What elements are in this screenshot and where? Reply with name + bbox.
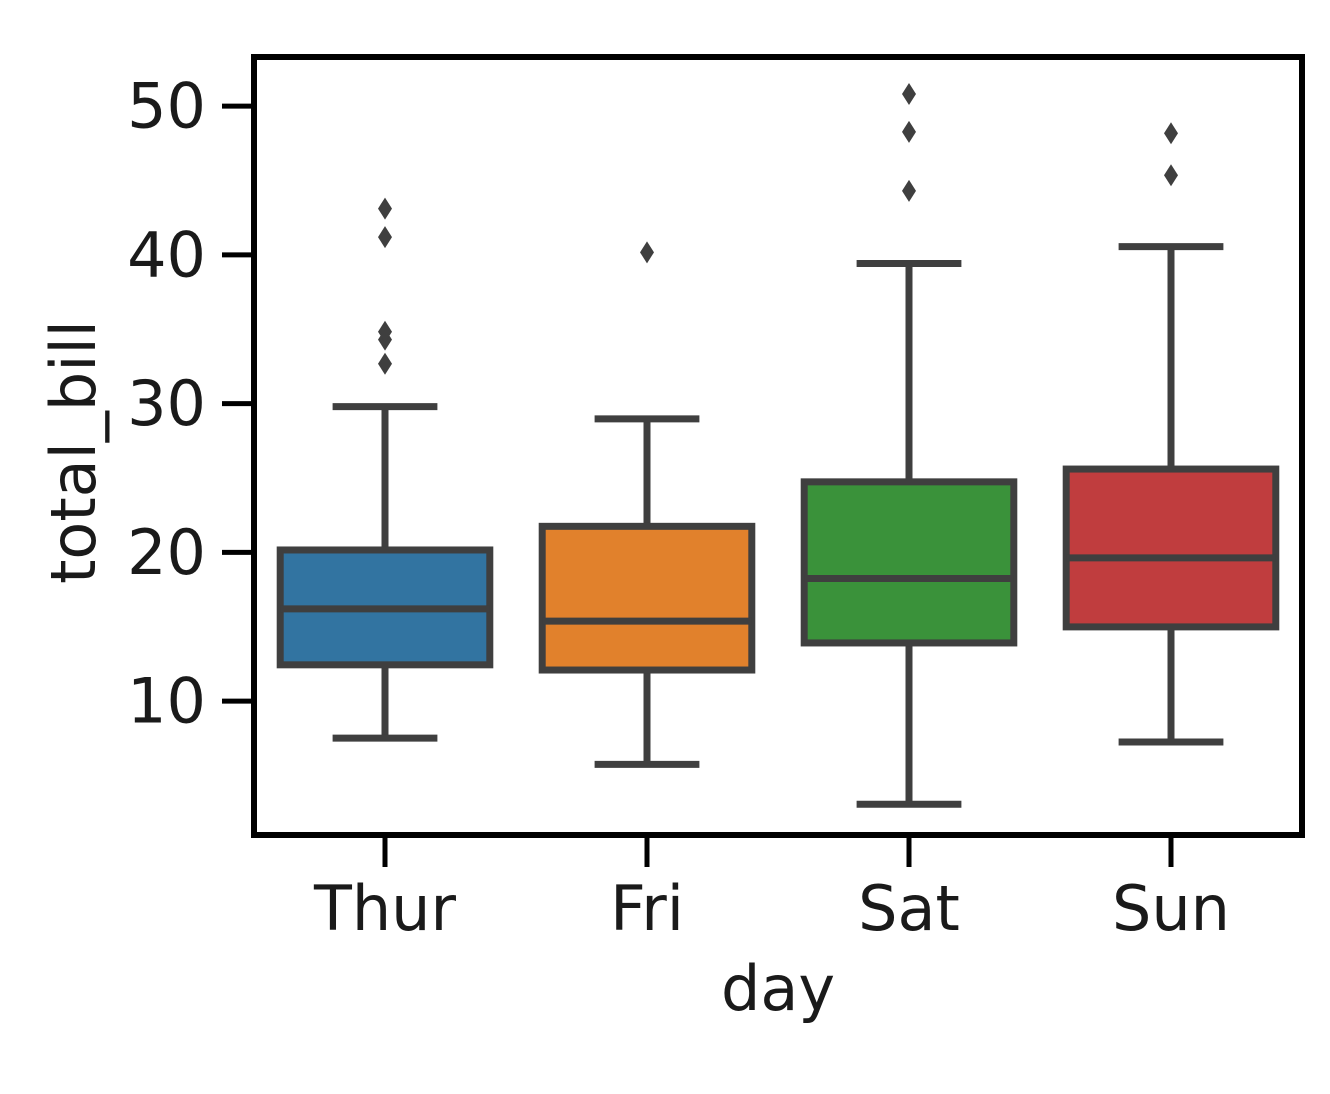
plot-frame xyxy=(251,54,1305,838)
y-tick-label-20: 20 xyxy=(127,516,206,589)
outlier-point-thur-1 xyxy=(378,352,392,375)
outlier-point-sat-2 xyxy=(902,120,916,143)
x-tick-label-sat: Sat xyxy=(858,872,960,945)
box-group-sat xyxy=(800,83,1018,808)
outlier-point-sat-3 xyxy=(902,83,916,106)
x-tick-label-sun: Sun xyxy=(1112,872,1230,945)
box-group-fri xyxy=(538,241,756,768)
outlier-point-sat-1 xyxy=(902,179,916,202)
outlier-point-fri-1 xyxy=(640,241,654,264)
x-axis-title: day xyxy=(721,952,835,1025)
y-axis: 10 20 30 40 50 xyxy=(127,70,254,738)
outlier-point-thur-3 xyxy=(378,320,392,343)
box-sat xyxy=(800,478,1018,647)
x-tick-label-fri: Fri xyxy=(610,872,684,945)
box-group-thur xyxy=(276,197,494,742)
x-tick-label-thur: Thur xyxy=(313,872,456,945)
outlier-point-thur-4 xyxy=(378,226,392,249)
box-fri xyxy=(538,522,756,674)
y-tick-label-10: 10 xyxy=(127,665,206,738)
y-tick-label-50: 50 xyxy=(127,70,206,143)
outlier-point-thur-5 xyxy=(378,197,392,220)
boxes-layer xyxy=(276,83,1280,808)
y-axis-title: total_bill xyxy=(37,320,110,584)
y-tick-label-40: 40 xyxy=(127,218,206,291)
outlier-point-sun-1 xyxy=(1164,164,1178,187)
y-tick-label-30: 30 xyxy=(127,367,206,440)
box-group-sun xyxy=(1062,122,1280,746)
outlier-point-sun-2 xyxy=(1164,122,1178,145)
box-sun xyxy=(1062,465,1280,631)
x-axis: Thur Fri Sat Sun xyxy=(313,835,1230,945)
